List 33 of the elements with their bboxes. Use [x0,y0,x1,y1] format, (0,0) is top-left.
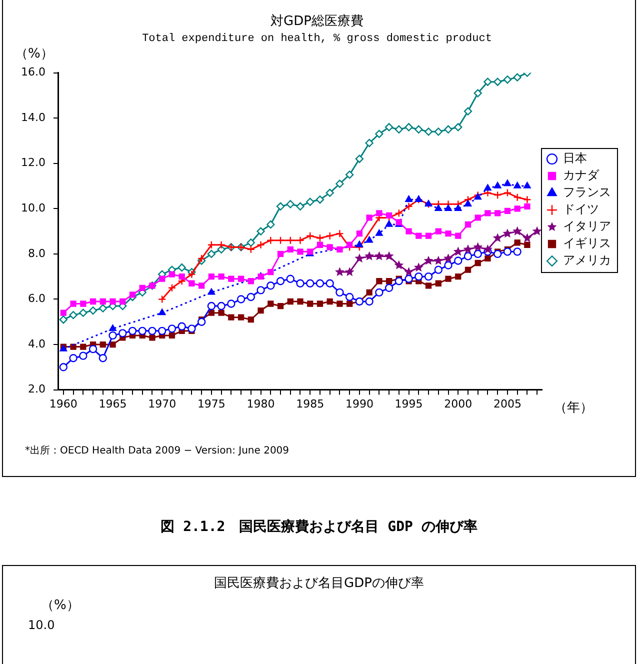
chart-title: 対GDP総医療費 [270,13,364,30]
y-tick-label: 4.0 [28,337,46,350]
legend-label: フランス [563,185,611,200]
x-tick-label: 2000 [444,397,472,410]
x-tick-label: 1995 [394,397,423,410]
x-tick-label: 1985 [296,397,324,410]
y-tick-label: 2.0 [28,382,46,396]
x-axis-title: （年） [554,400,593,416]
x-tick-label: 1975 [197,397,226,410]
x-tick-label: 2005 [493,397,522,410]
legend-label: ドイツ [563,202,599,216]
y-tick-label: 12.0 [20,156,46,170]
legend-label: イギリス [563,236,611,250]
x-tick-label: 1965 [98,397,127,410]
x-tick-label: 1980 [246,397,275,410]
y-tick-label: 8.0 [28,246,46,260]
chart-subtitle: Total expenditure on health, % gross domestic product [142,33,492,46]
text: （%） [41,597,80,614]
x-tick-label: 1990 [345,397,374,410]
y-tick-label: 14.0 [20,110,46,124]
x-tick-label: 1960 [49,397,78,410]
y-tick-label: 10.0 [20,202,46,215]
y-axis-title: （%） [15,46,54,62]
y-tick-label: 6.0 [28,292,46,306]
text: 国民医療費および名目GDPの伸び率 [213,575,425,592]
legend-label: カナダ [563,168,600,182]
legend-label: アメリカ [563,253,611,268]
x-tick-label: 1970 [148,397,176,410]
caption: 図 2.1.2 国民医療費および名目 GDP の伸び率 [160,518,478,536]
text: *出所：OECD Health Data 2009 − Version: June 2009 [25,444,290,456]
y-tick-label: 16.0 [20,66,46,79]
legend-label: イタリア [563,219,611,234]
legend-label: 日本 [563,151,587,166]
